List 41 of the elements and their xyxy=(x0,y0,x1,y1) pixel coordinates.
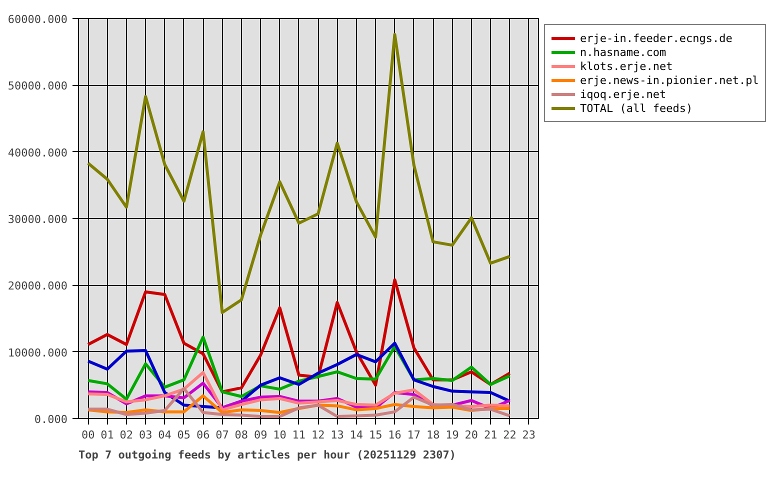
y-tick-label: 50000.000 xyxy=(8,80,68,93)
legend-label: iqoq.erje.net xyxy=(580,87,666,101)
x-tick-label: 16 xyxy=(388,428,402,442)
x-tick-label: 18 xyxy=(426,428,440,442)
y-tick-label: 30000.000 xyxy=(8,213,68,226)
x-tick-label: 22 xyxy=(503,428,516,442)
y-tick-label: 40000.000 xyxy=(8,146,68,160)
x-tick-label: 10 xyxy=(273,428,286,442)
x-tick-label: 20 xyxy=(464,428,478,442)
x-tick-label: 00 xyxy=(81,428,95,442)
x-tick-label: 06 xyxy=(196,428,210,442)
legend-label: TOTAL (all feeds) xyxy=(580,101,693,115)
x-tick-label: 17 xyxy=(407,428,421,442)
x-tick-label: 12 xyxy=(311,428,325,442)
line-series xyxy=(86,371,512,412)
x-tick-label: 01 xyxy=(100,428,114,442)
y-tick-label: 60000.000 xyxy=(8,13,68,26)
x-tick-label: 02 xyxy=(120,428,134,442)
y-tick-label: 20000.000 xyxy=(8,280,68,293)
x-tick-label: 14 xyxy=(350,428,364,442)
text: Top 7 outgoing feeds by articles per hour (20251129 2307) xyxy=(78,448,456,462)
x-tick-label: 13 xyxy=(330,428,344,442)
legend-label: erje.news-in.pionier.net.pl xyxy=(580,73,759,87)
legend-label: erje-in.feeder.ecngs.de xyxy=(580,31,732,45)
x-tick-label: 11 xyxy=(292,428,306,442)
x-tick-label: 08 xyxy=(234,428,248,442)
x-tick-label: 23 xyxy=(522,428,536,442)
y-tick-label: 0.000 xyxy=(34,413,68,426)
y-tick-label: 10000.000 xyxy=(8,346,68,360)
x-tick-label: 19 xyxy=(446,428,459,442)
x-tick-label: 05 xyxy=(177,428,191,442)
legend-label: n.hasname.com xyxy=(580,45,666,59)
line-series xyxy=(86,33,512,314)
x-tick-label: 07 xyxy=(216,428,229,442)
x-tick-label: 09 xyxy=(254,428,268,442)
x-tick-label: 21 xyxy=(484,428,498,442)
x-tick-label: 04 xyxy=(158,428,172,442)
x-tick-label: 15 xyxy=(368,428,382,442)
x-tick-label: 03 xyxy=(138,428,152,442)
legend-label: klots.erje.net xyxy=(580,59,673,73)
line-series xyxy=(86,387,512,418)
